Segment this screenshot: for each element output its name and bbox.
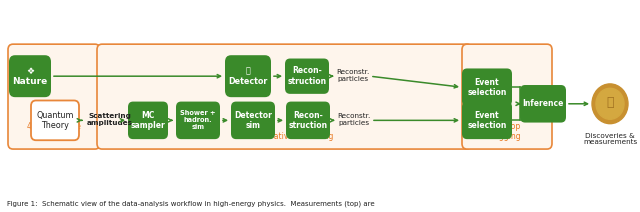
Text: ⦿
Detector: ⦿ Detector xyxy=(228,67,268,86)
FancyBboxPatch shape xyxy=(462,44,552,149)
Text: Recon-
struction: Recon- struction xyxy=(287,67,326,86)
Text: ❖
Nature: ❖ Nature xyxy=(12,67,47,86)
Text: 4.1 Amplitude
surrogates: 4.1 Amplitude surrogates xyxy=(27,122,81,141)
Circle shape xyxy=(596,88,624,119)
Text: 4.3 Generative modelling: 4.3 Generative modelling xyxy=(236,132,333,141)
FancyBboxPatch shape xyxy=(128,102,168,139)
Text: Scattering
amplitudes: Scattering amplitudes xyxy=(87,113,133,126)
FancyBboxPatch shape xyxy=(8,44,100,149)
Text: Discoveries &
measurements: Discoveries & measurements xyxy=(583,132,637,145)
Text: Quantum
Theory: Quantum Theory xyxy=(36,111,74,130)
Text: Event
selection: Event selection xyxy=(467,111,507,130)
Text: Event
selection: Event selection xyxy=(467,78,507,97)
Text: 4.2 Top
tagging: 4.2 Top tagging xyxy=(492,122,522,141)
Text: 👤: 👤 xyxy=(606,96,614,109)
FancyBboxPatch shape xyxy=(176,102,220,139)
FancyBboxPatch shape xyxy=(285,59,329,94)
FancyBboxPatch shape xyxy=(286,102,330,139)
Text: Recon-
struction: Recon- struction xyxy=(289,111,328,130)
FancyBboxPatch shape xyxy=(9,55,51,97)
Text: Figure 1:  Schematic view of the data-analysis workflow in high-energy physics. : Figure 1: Schematic view of the data-ana… xyxy=(7,201,374,208)
Text: Shower +
hadron.
sim: Shower + hadron. sim xyxy=(180,110,216,130)
FancyBboxPatch shape xyxy=(462,102,512,139)
Text: Reconstr.
particles: Reconstr. particles xyxy=(336,69,369,82)
FancyBboxPatch shape xyxy=(225,55,271,97)
FancyBboxPatch shape xyxy=(31,100,79,140)
Text: Detector
sim: Detector sim xyxy=(234,111,272,130)
FancyBboxPatch shape xyxy=(462,68,512,106)
Text: Inference: Inference xyxy=(522,99,564,108)
Text: Reconstr.
particles: Reconstr. particles xyxy=(337,113,371,126)
FancyBboxPatch shape xyxy=(97,44,472,149)
FancyBboxPatch shape xyxy=(520,85,566,123)
FancyBboxPatch shape xyxy=(231,102,275,139)
Circle shape xyxy=(592,84,628,124)
Text: MC
sampler: MC sampler xyxy=(131,111,165,130)
